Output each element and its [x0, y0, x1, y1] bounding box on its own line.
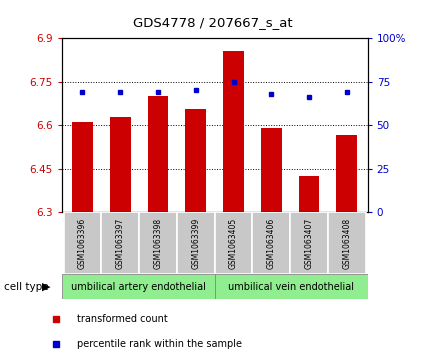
Bar	[147, 96, 168, 212]
Text: GSM1063396: GSM1063396	[78, 217, 87, 269]
Bar	[328, 212, 366, 274]
Bar	[62, 274, 215, 299]
Text: percentile rank within the sample: percentile rank within the sample	[76, 339, 242, 348]
Bar	[261, 128, 282, 212]
Bar	[139, 212, 177, 274]
Text: umbilical vein endothelial: umbilical vein endothelial	[228, 282, 354, 292]
Bar	[223, 51, 244, 212]
Text: GSM1063399: GSM1063399	[191, 217, 200, 269]
Text: GSM1063405: GSM1063405	[229, 217, 238, 269]
Text: GSM1063406: GSM1063406	[267, 217, 276, 269]
Text: umbilical artery endothelial: umbilical artery endothelial	[71, 282, 206, 292]
Bar	[290, 212, 328, 274]
Bar	[101, 212, 139, 274]
Text: ▶: ▶	[42, 282, 50, 292]
Bar	[337, 135, 357, 212]
Bar	[185, 109, 206, 212]
Text: GSM1063397: GSM1063397	[116, 217, 125, 269]
Bar	[299, 176, 320, 212]
Bar	[215, 212, 252, 274]
Text: GSM1063407: GSM1063407	[305, 217, 314, 269]
Bar	[177, 212, 215, 274]
Text: cell type: cell type	[4, 282, 49, 292]
Text: transformed count: transformed count	[76, 314, 167, 324]
Bar	[110, 117, 130, 212]
Bar	[72, 122, 93, 212]
Bar	[252, 212, 290, 274]
Text: GSM1063408: GSM1063408	[343, 218, 351, 269]
Text: GDS4778 / 207667_s_at: GDS4778 / 207667_s_at	[133, 16, 292, 29]
Bar	[215, 274, 368, 299]
Text: GSM1063398: GSM1063398	[153, 218, 162, 269]
Bar	[63, 212, 101, 274]
